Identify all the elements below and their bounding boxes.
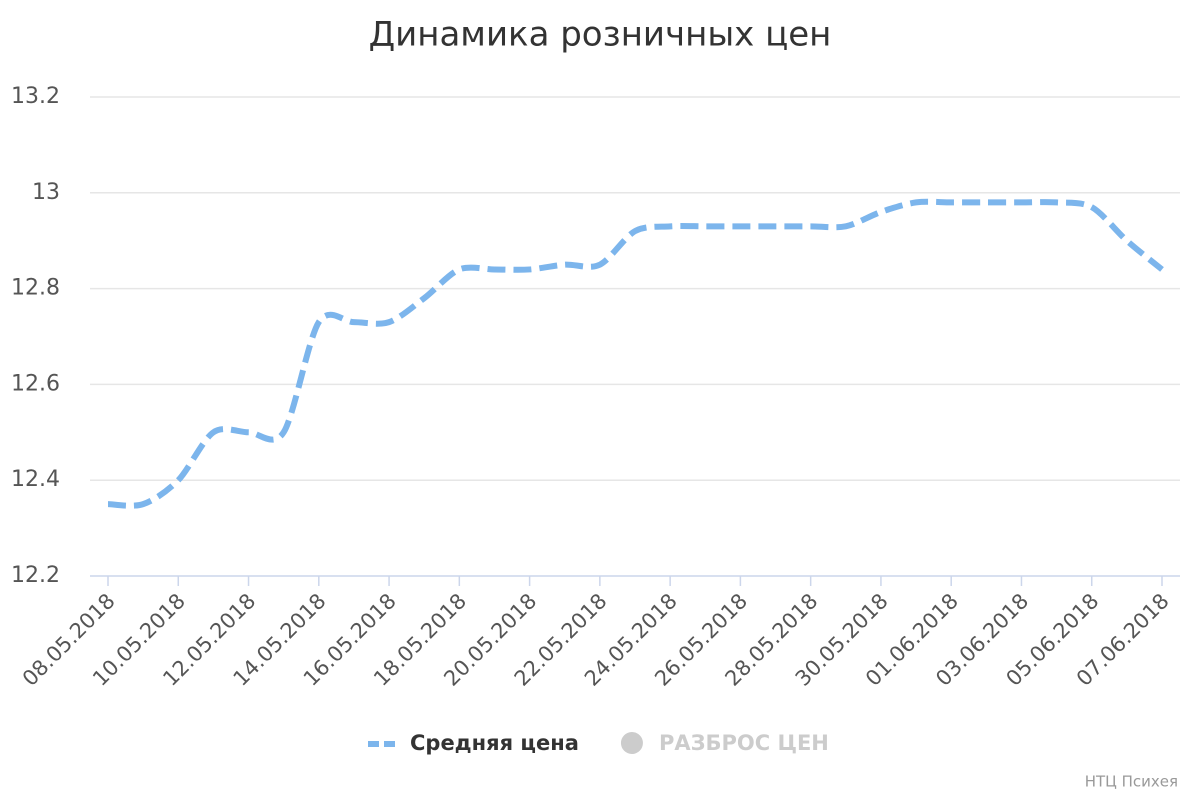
y-tick-label: 12.4: [11, 467, 60, 492]
credits[interactable]: НТЦ Психея: [1085, 773, 1178, 791]
series-line: [107, 198, 1164, 509]
chart-title: Динамика розничных цен: [369, 15, 832, 55]
legend-label[interactable]: Средняя цена: [410, 731, 579, 755]
y-tick-label: 13: [32, 180, 60, 205]
y-tick-label: 12.2: [11, 563, 60, 588]
y-tick-label: 12.6: [11, 371, 60, 396]
legend-label[interactable]: РАЗБРОС ЦЕН: [659, 731, 829, 755]
y-tick-label: 13.2: [11, 84, 60, 109]
y-tick-label: 12.8: [11, 276, 60, 301]
legend-symbol: [620, 732, 643, 754]
